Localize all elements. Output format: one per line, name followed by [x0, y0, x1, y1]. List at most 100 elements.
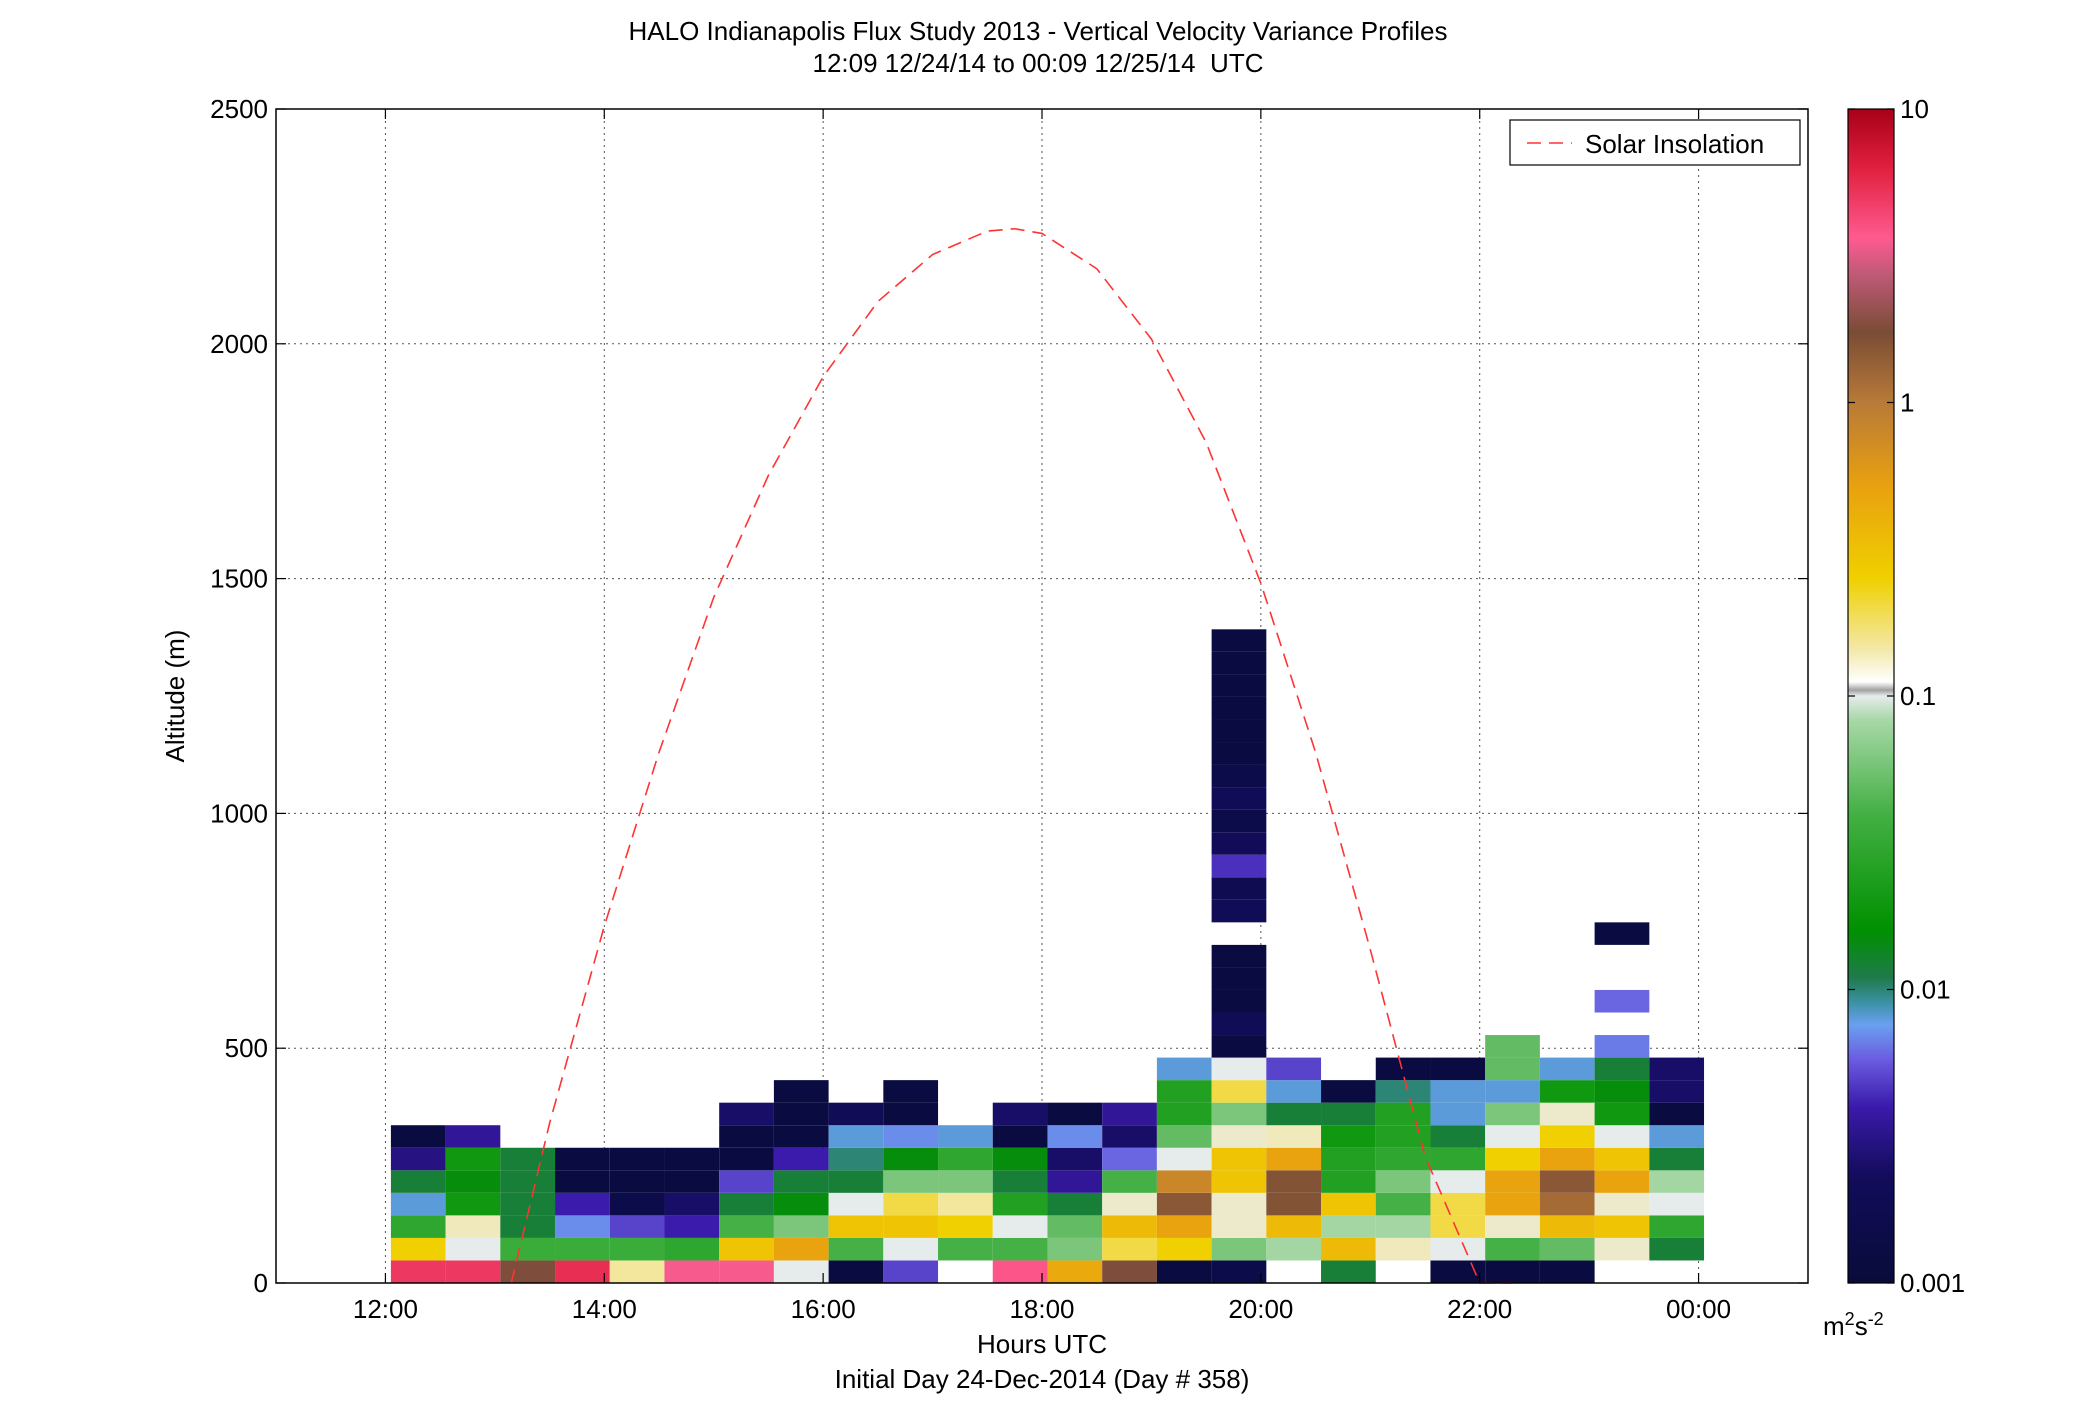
heatmap-cell [1156, 1260, 1212, 1283]
heatmap-cell [1430, 1260, 1486, 1283]
heatmap-cell [1430, 1170, 1486, 1193]
x-tick-label: 18:00 [1009, 1294, 1074, 1324]
x-axis-label: Hours UTC [977, 1329, 1107, 1359]
heatmap-cell [1211, 899, 1267, 923]
heatmap-cell [1102, 1192, 1157, 1216]
legend: Solar Insolation [1509, 119, 1801, 166]
heatmap-cell [1266, 1170, 1322, 1193]
heatmap-cell [1321, 1080, 1376, 1103]
colorbar-tick-label: 0.01 [1900, 975, 1951, 1005]
heatmap-cell [1649, 1057, 1705, 1081]
heatmap-cell [1485, 1237, 1540, 1261]
heatmap-cell [1047, 1147, 1103, 1171]
heatmap-cell [1485, 1125, 1540, 1148]
heatmap-cell [1211, 629, 1267, 652]
heatmap-cell [773, 1080, 829, 1103]
x-axis-sublabel: Initial Day 24-Dec-2014 (Day # 358) [835, 1364, 1250, 1394]
heatmap-cell [390, 1260, 446, 1283]
heatmap-cell [1211, 1102, 1267, 1126]
heatmap-cell [1375, 1057, 1431, 1081]
heatmap-cell [1594, 1102, 1650, 1126]
heatmap-cell [390, 1125, 446, 1148]
colorbar-unit-m: m [1823, 1311, 1845, 1341]
heatmap-cell [1539, 1080, 1595, 1103]
heatmap-cell [1649, 1080, 1705, 1103]
heatmap-cell [1594, 1035, 1650, 1058]
heatmap-cell [609, 1215, 665, 1238]
x-tick-label: 22:00 [1447, 1294, 1512, 1324]
x-tick-label: 20:00 [1228, 1294, 1293, 1324]
heatmap-cell [719, 1170, 774, 1193]
x-tick-label: 16:00 [791, 1294, 856, 1324]
heatmap-cell [719, 1237, 774, 1261]
heatmap-cell [773, 1125, 829, 1148]
heatmap-cell [1156, 1080, 1212, 1103]
heatmap-cell [1485, 1102, 1540, 1126]
heatmap-cell [938, 1125, 993, 1148]
heatmap-cell [1211, 854, 1267, 878]
heatmap-cell [1156, 1170, 1212, 1193]
heatmap-cell [664, 1237, 720, 1261]
heatmap-cell [1211, 1260, 1267, 1283]
heatmap-cell [1211, 1080, 1267, 1103]
heatmap-cell [1321, 1147, 1376, 1171]
heatmap-cell [1047, 1215, 1103, 1238]
heatmap-cell [883, 1192, 939, 1216]
heatmap-cell [1156, 1057, 1212, 1081]
heatmap-cell [390, 1215, 446, 1238]
heatmap-cell [555, 1147, 610, 1171]
heatmap-cell [1102, 1102, 1157, 1126]
heatmap-cell [1539, 1102, 1595, 1126]
heatmap-cell [1211, 719, 1267, 743]
heatmap-cell [1594, 1057, 1650, 1081]
heatmap-cell [992, 1260, 1048, 1283]
heatmap-cell [773, 1215, 829, 1238]
heatmap-cell [609, 1170, 665, 1193]
heatmap-cell [1539, 1215, 1595, 1238]
heatmap-cells [390, 629, 1705, 1283]
colorbar-ticks: 0.001 0.01 0.1 1 10 [1848, 94, 1965, 1298]
heatmap-cell [883, 1125, 939, 1148]
heatmap-cell [1211, 1215, 1267, 1238]
heatmap-cell [1156, 1147, 1212, 1171]
heatmap-cell [1211, 674, 1267, 697]
heatmap-cell [1102, 1215, 1157, 1238]
heatmap-cell [1211, 1237, 1267, 1261]
heatmap-cell [1594, 922, 1650, 945]
heatmap-cell [1047, 1102, 1103, 1126]
heatmap-cell [828, 1215, 884, 1238]
heatmap-cell [1211, 1012, 1267, 1036]
heatmap-cell [883, 1080, 939, 1103]
colorbar: 0.001 0.01 0.1 1 10 m2s-2 [1823, 94, 1965, 1341]
heatmap-cell [1321, 1260, 1376, 1283]
heatmap-cell [1594, 1170, 1650, 1193]
heatmap-cell [1375, 1080, 1431, 1103]
x-tick-label: 00:00 [1666, 1294, 1731, 1324]
y-tick-label: 2500 [210, 94, 268, 124]
heatmap-cell [1211, 989, 1267, 1013]
heatmap-cell [500, 1237, 556, 1261]
heatmap-cell [500, 1170, 556, 1193]
heatmap-cell [1102, 1170, 1157, 1193]
heatmap-cell [1649, 1102, 1705, 1126]
y-tick-label: 0 [254, 1268, 268, 1298]
heatmap-cell [773, 1260, 829, 1283]
heatmap-cell [1375, 1215, 1431, 1238]
heatmap-cell [1211, 809, 1267, 833]
heatmap-cell [609, 1260, 665, 1283]
colorbar-unit-s: s [1855, 1311, 1868, 1341]
heatmap-cell [773, 1147, 829, 1171]
y-axis-label: Altitude (m) [160, 630, 190, 763]
heatmap-cell [992, 1102, 1048, 1126]
chart-title: HALO Indianapolis Flux Study 2013 - Vert… [629, 16, 1448, 46]
heatmap-cell [1430, 1237, 1486, 1261]
heatmap-cell [1321, 1237, 1376, 1261]
heatmap-cell [390, 1237, 446, 1261]
heatmap-cell [555, 1237, 610, 1261]
heatmap-cell [1430, 1192, 1486, 1216]
heatmap-cell [1375, 1102, 1431, 1126]
heatmap-cell [1649, 1192, 1705, 1216]
heatmap-cell [500, 1260, 556, 1283]
heatmap-cell [938, 1192, 993, 1216]
